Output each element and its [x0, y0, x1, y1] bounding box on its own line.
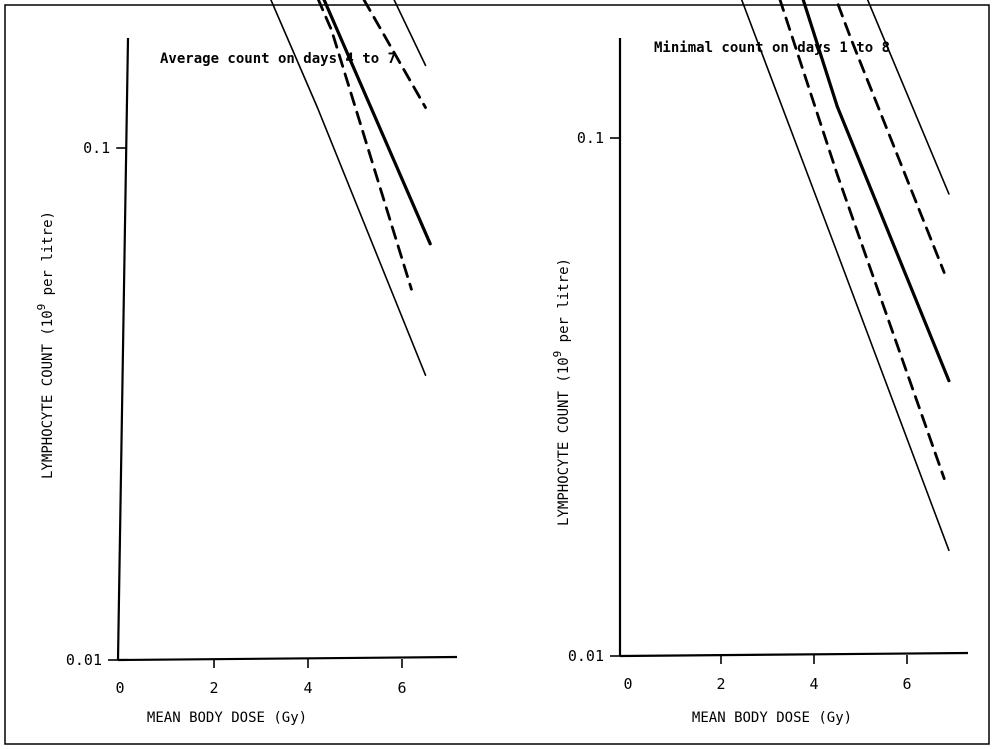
x-axis-line: [117, 655, 458, 662]
y-axis-line: [116, 37, 130, 661]
series-line-dashed: [778, 0, 946, 480]
x-tick-label: 0: [115, 679, 124, 697]
y-axis-title: LYMPHOCYTE COUNT (109 per litre): [35, 211, 56, 479]
y-tick-label: 0.1: [577, 129, 604, 147]
series-line-dashed: [316, 0, 413, 291]
y-axis-title: LYMPHOCYTE COUNT (109 per litre): [551, 258, 572, 526]
series-line-dashed: [834, 0, 946, 274]
y-tick-label: 0.01: [66, 651, 102, 669]
x-tick-label: 0: [623, 675, 632, 693]
panel-title: Minimal count on days 1 to 8: [654, 40, 890, 56]
x-axis-line: [619, 651, 969, 658]
x-tick-label: 4: [809, 675, 818, 693]
series-line-thick-solid: [322, 0, 432, 246]
panel-title: Average count on days 4 to 7: [160, 51, 396, 67]
series-line-dashed: [362, 0, 427, 109]
x-tick-label: 4: [303, 679, 312, 697]
figure-border: [4, 4, 990, 745]
x-tick-label: 6: [902, 675, 911, 693]
series-line-thin-solid: [740, 0, 950, 552]
x-tick-label: 2: [716, 675, 725, 693]
y-tick-label: 0.1: [83, 139, 110, 157]
series-line-thin-solid: [866, 0, 950, 195]
x-tick-label: 2: [209, 679, 218, 697]
series-line-thick-solid: [801, 0, 951, 383]
x-axis-title: MEAN BODY DOSE (Gy): [147, 710, 307, 726]
series-line-thin-solid: [270, 0, 427, 376]
x-tick-label: 6: [397, 679, 406, 697]
y-tick-label: 0.01: [568, 647, 604, 665]
x-axis-title: MEAN BODY DOSE (Gy): [692, 710, 852, 726]
